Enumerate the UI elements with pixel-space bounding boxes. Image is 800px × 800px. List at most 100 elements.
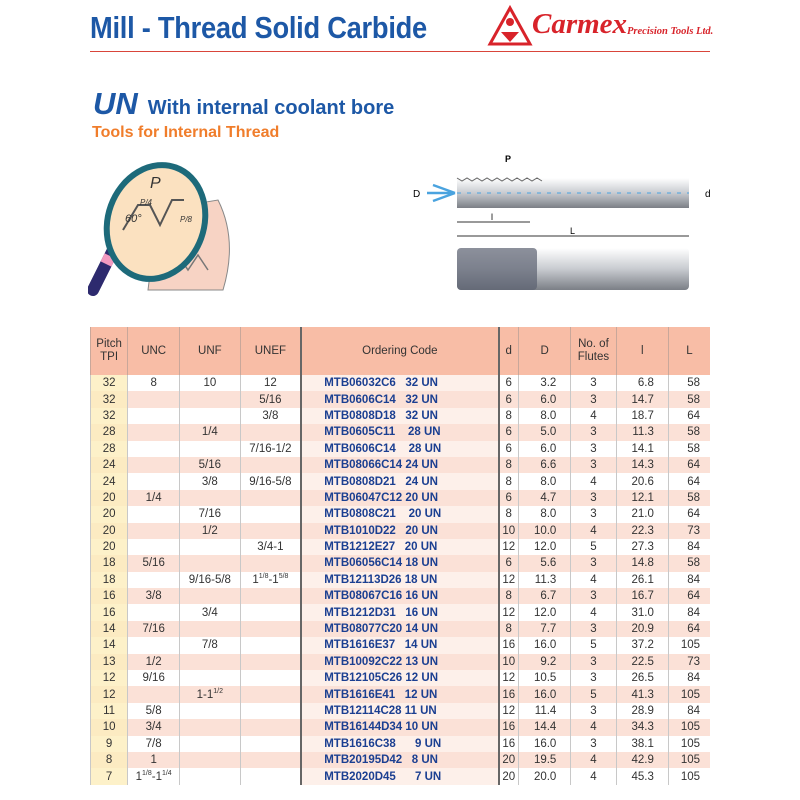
cell-flutes: 3: [570, 555, 617, 572]
cell-L: 84: [667, 670, 710, 687]
cell-L: 73: [667, 653, 710, 671]
cell-unef: [239, 735, 302, 752]
cell-D: 14.4: [517, 719, 571, 736]
cell-d: 12: [498, 670, 519, 687]
cell-pitch: 28: [89, 424, 128, 441]
header-divider: [90, 51, 710, 52]
cell-unc: 11/8-11/4: [127, 768, 180, 785]
table-row: 12 9/16 MTB12105C26 12 UN 12 10.5 3 26.5 84: [89, 670, 710, 687]
cell-L: 105: [667, 751, 710, 769]
cell-D: 19.5: [517, 751, 571, 769]
cell-flutes: 4: [570, 571, 617, 589]
cell-unc: [127, 456, 180, 474]
cell-L: 58: [667, 440, 710, 457]
cell-l: 18.7: [615, 407, 669, 425]
cell-d: 8: [498, 506, 519, 523]
cell-l: 14.3: [615, 456, 669, 474]
cell-L: 58: [667, 391, 710, 408]
cell-L: 58: [667, 424, 710, 441]
cell-unef: [239, 686, 302, 703]
label-D: D: [413, 189, 420, 200]
cell-D: 12.0: [517, 538, 571, 556]
cell-flutes: 3: [570, 456, 617, 474]
cell-flutes: 4: [570, 522, 617, 539]
column-header-unef: UNEF: [239, 327, 302, 375]
cell-d: 8: [498, 456, 519, 474]
table-row: 24 5/16 MTB08066C14 24 UN 8 6.6 3 14.3 64: [89, 456, 710, 474]
fraction-superscript: 1/8: [142, 769, 152, 777]
cell-unc: [127, 538, 180, 556]
cell-unc: 1/2: [127, 653, 180, 671]
cell-unc: [127, 473, 180, 490]
cell-pitch: 32: [89, 407, 128, 425]
label-l: l: [491, 212, 493, 222]
cell-d: 10: [498, 522, 519, 539]
cell-d: 6: [498, 391, 519, 408]
cell-flutes: 3: [570, 424, 617, 441]
cell-unf: 1/4: [179, 424, 241, 441]
cell-d: 16: [498, 637, 519, 654]
cell-unf: [179, 702, 241, 720]
cell-code: MTB1616E41 12 UN: [300, 686, 500, 703]
cell-D: 8.0: [517, 473, 571, 490]
cell-D: 6.0: [517, 440, 571, 457]
fraction-superscript: 1/2: [213, 687, 224, 695]
cell-unf: [179, 751, 241, 769]
cell-D: 6.6: [517, 456, 571, 474]
tool-dimension-drawing: D d P l L: [413, 154, 711, 290]
cell-code: MTB12105C26 12 UN: [300, 670, 500, 687]
fraction-whole: -1: [151, 770, 162, 783]
cell-unf: 10: [179, 375, 241, 392]
cell-D: 20.0: [517, 768, 571, 785]
cell-D: 16.0: [517, 637, 571, 654]
table-row: 16 3/4 MTB1212D31 16 UN 12 12.0 4 31.0 84: [89, 604, 710, 621]
cell-l: 14.1: [615, 440, 669, 457]
cell-d: 12: [498, 571, 519, 589]
cell-code: MTB0808C21 20 UN: [300, 506, 500, 523]
cell-D: 11.4: [517, 702, 571, 720]
table-row: 32 5/16 MTB0606C14 32 UN 6 6.0 3 14.7 58: [89, 391, 710, 408]
cell-l: 41.3: [615, 686, 669, 703]
cell-d: 20: [498, 768, 519, 785]
cell-D: 8.0: [517, 407, 571, 425]
cell-L: 64: [667, 407, 710, 425]
cell-unf: [179, 440, 241, 457]
cell-l: 6.8: [615, 375, 669, 392]
cell-code: MTB16144D34 10 UN: [300, 719, 500, 736]
cell-code: MTB2020D45 7 UN: [300, 768, 500, 785]
table-row: 24 3/8 9/16-5/8 MTB0808D21 24 UN 8 8.0 4 20.6 64: [89, 473, 710, 490]
cell-unef: [239, 588, 302, 605]
cell-l: 45.3: [615, 768, 669, 785]
cell-code: MTB10092C22 13 UN: [300, 653, 500, 671]
column-header-unf: UNF: [179, 327, 241, 375]
cell-unc: [127, 424, 180, 441]
fraction-superscript: 1/8: [258, 572, 269, 580]
cell-d: 16: [498, 735, 519, 752]
cell-unef: [239, 702, 302, 720]
cell-d: 12: [498, 538, 519, 556]
cell-unc: [127, 637, 180, 654]
table-row: 20 1/4 MTB06047C12 20 UN 6 4.7 3 12.1 58: [89, 489, 710, 507]
section-subtitle: With internal coolant bore: [147, 97, 395, 119]
table-row: 16 3/8 MTB08067C16 16 UN 8 6.7 3 16.7 64: [89, 588, 710, 605]
cell-code: MTB06032C6 32 UN: [300, 375, 500, 392]
cell-code: MTB06056C14 18 UN: [300, 555, 500, 572]
cell-pitch: 16: [89, 604, 128, 621]
cell-l: 27.3: [615, 538, 669, 556]
fraction-whole: 1-1: [196, 688, 214, 701]
cell-unf: [179, 489, 241, 507]
cell-D: 9.2: [517, 653, 571, 671]
cell-flutes: 3: [570, 735, 617, 752]
table-row: 32 3/8 MTB0808D18 32 UN 8 8.0 4 18.7 64: [89, 407, 710, 425]
cell-flutes: 3: [570, 391, 617, 408]
cell-unf: 3/8: [179, 473, 241, 490]
cell-D: 10.0: [517, 522, 571, 539]
cell-D: 5.0: [517, 424, 571, 441]
column-header-L: L: [667, 327, 710, 375]
column-header-code: Ordering Code: [300, 327, 500, 375]
cell-unef: [239, 670, 302, 687]
cell-code: MTB0808D18 32 UN: [300, 407, 500, 425]
cell-unc: [127, 571, 180, 589]
cell-code: MTB20195D42 8 UN: [300, 751, 500, 769]
cell-code: MTB1616E37 14 UN: [300, 637, 500, 654]
